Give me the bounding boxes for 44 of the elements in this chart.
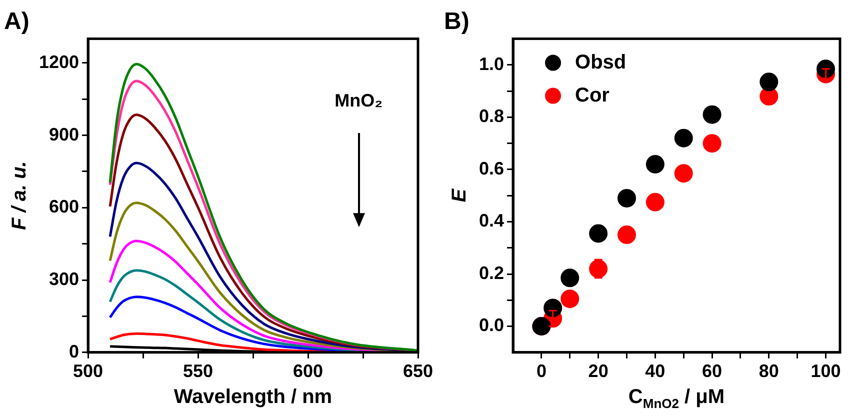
point [674,164,693,183]
y-tick-label: 300 [48,269,80,289]
point [760,87,778,106]
y-tick-label: 0.6 [478,158,504,178]
y-tick-label: 0.0 [478,315,504,336]
y-tick-label: 900 [48,124,80,144]
x-tick-label: 80 [758,361,779,382]
x-tick-label: 0 [536,361,546,382]
chart-title: A) [4,8,30,36]
point [646,192,664,212]
x-axis-title: C$_{MnO2}$ / μM [627,386,726,411]
y-tick-label: 1.0 [478,54,504,74]
x-tick-label: 40 [645,361,666,382]
point [618,226,636,244]
y-axis-title: F / a. u. [8,161,31,230]
legend-label: Obsd [575,51,626,74]
y-axis-title: E [448,188,471,202]
x-tick-label: 100 [810,361,841,382]
legend-label: Cor [575,84,610,106]
x-tick-label: 500 [73,361,104,382]
chart-title: B) [444,8,470,36]
point [702,134,722,153]
y-tick-label: 1200 [38,52,80,72]
x-tick-label: 600 [292,361,324,382]
point [589,224,608,243]
x-axis-title: Wavelength / nm [172,386,334,409]
y-tick-label: 0.4 [478,210,504,231]
x-tick-label: 650 [402,361,434,382]
point [544,298,562,318]
x-tick-label: 60 [702,361,722,382]
y-tick-label: 0 [69,341,80,362]
point [674,128,693,148]
y-tick-label: 0.8 [478,106,504,126]
y-tick-label: 600 [48,196,80,217]
point [560,268,580,288]
annotation: MnO₂ [334,90,383,110]
point [646,154,664,174]
point [702,105,722,124]
y-tick-label: 0.2 [478,262,504,283]
x-tick-label: 550 [183,361,214,382]
x-tick-label: 20 [588,361,608,382]
point [618,188,636,208]
point [560,290,580,308]
point [760,72,778,92]
